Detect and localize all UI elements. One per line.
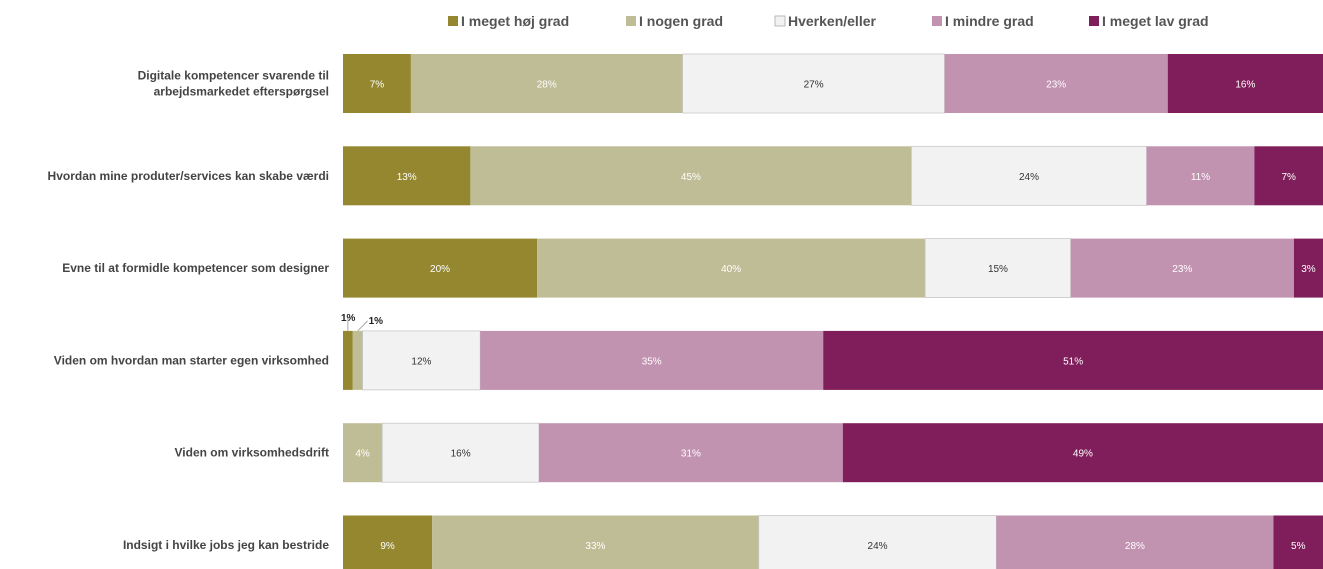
bar-segment xyxy=(1167,54,1323,113)
value-label: 5% xyxy=(1291,541,1306,552)
category-label: Viden om hvordan man starter egen virkso… xyxy=(54,353,329,367)
callout-value-label: 1% xyxy=(369,316,384,327)
bar-segment xyxy=(480,330,824,390)
value-label: 33% xyxy=(585,541,605,552)
legend-label: I mindre grad xyxy=(945,13,1034,29)
bar-segment xyxy=(343,54,411,113)
bar-segment xyxy=(1293,238,1323,298)
bar-segment xyxy=(539,423,843,483)
bar-segment xyxy=(343,330,353,390)
bar-segment xyxy=(343,515,433,569)
legend-swatch xyxy=(1089,16,1099,26)
value-label: 28% xyxy=(537,80,557,91)
bar-segment xyxy=(537,238,926,298)
legend-label: I nogen grad xyxy=(639,13,723,29)
value-label: 20% xyxy=(430,264,450,275)
bar-segment xyxy=(343,423,383,483)
bar-segment xyxy=(996,515,1274,569)
legend: I meget høj grad I nogen grad Hverken/elle… xyxy=(448,13,1209,29)
value-label: 24% xyxy=(1019,172,1039,183)
bar-segment xyxy=(470,146,912,206)
legend-label: Hverken/eller xyxy=(788,13,876,29)
value-label: 51% xyxy=(1063,356,1083,367)
value-label: 27% xyxy=(804,80,824,91)
value-label: 12% xyxy=(411,356,431,367)
bar-segment xyxy=(1273,515,1323,569)
value-label: 4% xyxy=(355,449,370,460)
value-label: 7% xyxy=(370,80,385,91)
bar-segment xyxy=(842,423,1323,483)
bar-segment xyxy=(343,238,538,298)
category-label: Viden om virksomhedsdrift xyxy=(175,446,329,460)
value-label: 23% xyxy=(1046,80,1066,91)
value-label: 23% xyxy=(1172,264,1192,275)
value-label: 45% xyxy=(681,172,701,183)
bar-segment xyxy=(682,53,945,114)
bar-segment xyxy=(410,54,683,113)
legend-swatch xyxy=(448,16,458,26)
bar-segment xyxy=(1070,238,1294,298)
value-label: 24% xyxy=(868,541,888,552)
bar-segment xyxy=(944,54,1168,113)
bar-segment xyxy=(381,422,540,483)
value-label: 49% xyxy=(1073,449,1093,460)
legend-label: I meget høj grad xyxy=(461,13,569,29)
category-labels: Digitale kompetencer svarende til arbejds… xyxy=(48,69,330,553)
value-label: 16% xyxy=(451,449,471,460)
category-label: Digitale kompetencer svarende til arbejds… xyxy=(138,69,329,99)
category-label: Evne til at formidle kompetencer som des… xyxy=(62,261,329,275)
bar-segment xyxy=(1146,146,1255,206)
bar-segment xyxy=(1254,146,1323,206)
value-label: 7% xyxy=(1281,172,1296,183)
value-label: 31% xyxy=(681,449,701,460)
legend-label: I meget lav grad xyxy=(1102,13,1209,29)
value-label: 28% xyxy=(1125,541,1145,552)
bar-segment xyxy=(362,330,481,391)
bars: 7% 28% 27% 23% 16% 13% 45% 24% 11% 7% 20% 40% 15% 23%… xyxy=(343,53,1323,569)
bar-segment xyxy=(911,145,1148,206)
bar-segment xyxy=(924,238,1072,299)
legend-swatch xyxy=(932,16,942,26)
bar-segment xyxy=(758,515,997,569)
callout-value-label: 1% xyxy=(341,313,356,324)
value-label: 16% xyxy=(1235,80,1255,91)
callout-leader xyxy=(357,320,368,332)
value-label: 15% xyxy=(988,264,1008,275)
bar-segment xyxy=(432,515,759,569)
legend-swatch xyxy=(774,15,786,27)
value-label: 9% xyxy=(380,541,395,552)
category-label: Hvordan mine produter/services kan skabe… xyxy=(48,169,329,183)
bar-segment xyxy=(343,146,471,206)
category-label: Indsigt i hvilke jobs jeg kan bestride xyxy=(123,538,329,552)
legend-swatch xyxy=(626,16,636,26)
value-label: 3% xyxy=(1301,264,1316,275)
value-label: 40% xyxy=(721,264,741,275)
value-label: 35% xyxy=(642,356,662,367)
bar-segment xyxy=(352,330,363,390)
value-label: 13% xyxy=(397,172,417,183)
callout-labels: 1% 1% xyxy=(341,313,384,332)
value-label: 11% xyxy=(1191,172,1210,183)
bar-segment xyxy=(823,330,1323,390)
